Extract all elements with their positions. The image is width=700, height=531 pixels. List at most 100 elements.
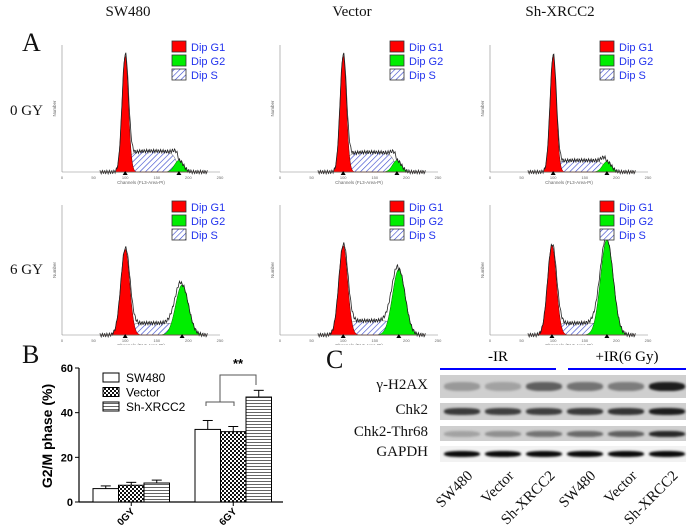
panel-b-letter: B [22,340,40,369]
legend-label: Dip G2 [409,216,443,228]
legend-label: Dip G1 [619,42,653,54]
protein-label: GAPDH [376,444,428,460]
legend-swatch-dip-g2 [171,54,187,67]
x-tick-label: 0 [489,175,492,180]
legend-swatch-vector [102,387,120,397]
legend-swatch-dip-g1 [599,40,615,53]
significance-annotation: ** [233,356,244,371]
x-tick-label: 250 [645,175,652,180]
histogram-sh-xrcc2-0: 0 50 100 150 200 250 Channels (FL3-Area-PI) Num… [480,40,653,185]
legend-swatch-dip-g1 [389,40,405,53]
peak-marker [179,334,185,338]
legend-label: Dip G2 [409,56,443,68]
legend-swatch-dip-s [389,228,405,241]
legend-swatch-sw480 [102,372,120,383]
bracket-significance [219,374,257,402]
peak-marker [550,171,556,175]
legend-swatch-dip-s [171,68,187,81]
peak-marker [176,171,182,175]
band [567,430,603,437]
blot-strip-chk2-thr68 [440,426,686,441]
legend-label-vector: Vector [126,386,160,400]
band [567,450,603,458]
peak-marker [122,171,128,175]
histogram-outline [317,242,426,339]
panel-c-letter: C [326,345,344,374]
histogram-sw480-0: 0 50 100 150 200 250 Channels (FL3-Area-PI) Num… [52,40,225,185]
legend-label: Dip G1 [409,42,443,54]
x-tick-label: 100 [340,338,347,343]
protein-label: Chk2-Thr68 [353,423,428,440]
x-tick-label: 150 [153,175,160,180]
y-axis-label: Number [52,262,57,279]
band [567,381,603,392]
x-axis-label: Channels (FL3-Area-PI) [545,180,593,185]
peak-marker [604,171,610,175]
legend-label: Dip G1 [619,202,653,214]
legend-label: Dip S [409,230,436,242]
band [526,408,562,415]
x-tick-label: 50 [91,338,96,343]
x-tick-label: 200 [185,175,192,180]
legend-swatch-dip-g1 [171,200,187,213]
x-tick-label: 150 [581,175,588,180]
band [485,450,521,458]
legend-label-sw480: SW480 [126,371,166,385]
legend-swatch-dip-g2 [599,214,615,227]
legend-swatch-dip-s [389,68,405,81]
legend-label: Dip S [191,70,218,82]
x-tick-label: 50 [309,338,314,343]
histogram-vector-0: 0 50 100 150 200 250 Channels (FL3-Area-PI) Num… [270,40,443,185]
band [526,430,562,437]
histogram-outline [99,246,208,339]
y-tick-label: 60 [61,363,73,375]
column-title-sw480: SW480 [105,4,151,20]
y-axis-label: Number [270,100,275,117]
x-tick-label: 250 [435,338,442,343]
band [567,408,603,415]
histogram-outline [527,235,636,339]
band [608,381,644,392]
band [649,430,685,437]
x-tick-label: 200 [403,338,410,343]
band [485,430,521,437]
group-label: +IR(6 Gy) [595,349,659,365]
peak-marker [604,334,610,338]
band [649,450,685,458]
x-tick-label: 100 [550,338,557,343]
x-tick-label: 0 [279,175,282,180]
band [608,430,644,437]
legend-label: Dip G2 [619,216,653,228]
legend-swatch-dip-g1 [389,200,405,213]
legend-label: Dip G2 [619,56,653,68]
x-axis-label: Channels (FL3-Area-PI) [335,343,383,345]
band [649,381,685,392]
x-tick-label: 250 [435,175,442,180]
legend-swatch-dip-g1 [599,200,615,213]
band [444,430,480,437]
legend-swatch-sh-xrcc2 [102,401,120,412]
peak-marker [122,334,128,338]
peak-marker [549,334,555,338]
row-label-0gy: 0 GY [10,103,43,119]
protein-label: Chk2 [395,401,428,418]
x-tick-label: 0 [61,338,64,343]
legend-swatch-dip-g2 [599,54,615,67]
x-tick-label: 0 [279,338,282,343]
x-tick-label: 100 [340,175,347,180]
x-tick-label: 200 [613,175,620,180]
y-axis-label: G2/M phase (%) [39,384,55,488]
x-axis-label: Channels (FL3-Area-PI) [335,180,383,185]
flow-histograms: 0 50 100 150 200 250 Channels (FL3-Area-PI) Num… [52,40,653,345]
band [444,408,480,415]
x-axis-label: Channels (FL3-Area-PI) [117,343,165,345]
x-axis-label: Channels (FL3-Area-PI) [545,343,593,345]
x-tick-label: 250 [645,338,652,343]
bar-vector-6gy [220,431,247,503]
legend-swatch-dip-g2 [389,54,405,67]
band [526,450,562,458]
legend-label-sh-xrcc2: Sh-XRCC2 [126,400,186,414]
legend-label: Dip S [619,230,646,242]
